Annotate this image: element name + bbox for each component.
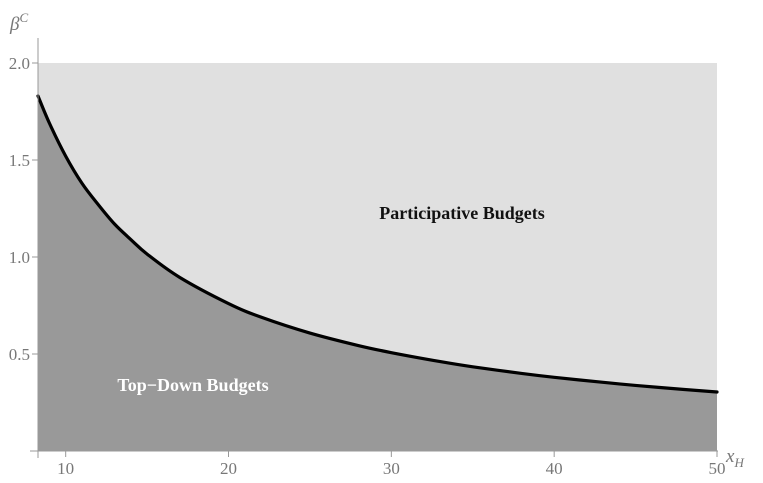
label-layer: Participative Budgets Top−Down Budgets xyxy=(117,203,544,395)
y-tick-label: 1.0 xyxy=(9,248,30,267)
y-axis-label-superscript: C xyxy=(19,10,28,25)
x-tick-label: 20 xyxy=(220,459,237,478)
y-axis-label-main: β xyxy=(9,14,20,35)
axis-layer: βC xH xyxy=(9,10,744,470)
x-tick-label: 10 xyxy=(57,459,74,478)
y-axis-label: βC xyxy=(9,10,28,35)
boundary-curve xyxy=(36,94,719,394)
plot-layer xyxy=(36,63,719,451)
region-label-top-down: Top−Down Budgets xyxy=(117,375,268,395)
x-tick-label: 40 xyxy=(546,459,563,478)
x-axis-label-subscript: H xyxy=(733,455,744,470)
tick-layer: 10 20 30 40 50 0.5 1.0 1.5 2.0 xyxy=(9,54,726,478)
x-axis-label-main: x xyxy=(725,446,735,467)
x-axis-label: xH xyxy=(725,446,744,470)
y-tick-label: 2.0 xyxy=(9,54,30,73)
region-label-participative: Participative Budgets xyxy=(379,203,544,223)
y-tick-label: 0.5 xyxy=(9,345,30,364)
region-top-down xyxy=(38,95,717,451)
x-tick-label: 30 xyxy=(383,459,400,478)
x-tick-label: 50 xyxy=(709,459,726,478)
y-tick-label: 1.5 xyxy=(9,151,30,170)
